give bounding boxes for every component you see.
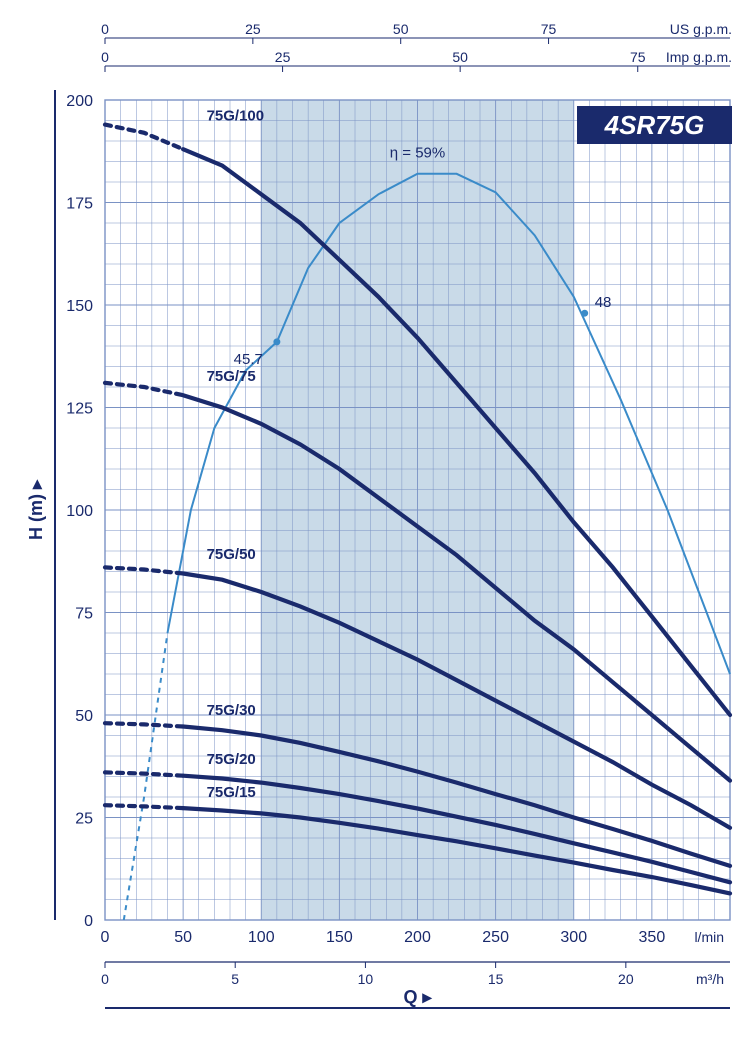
x-top-us-tick: 75 — [541, 21, 557, 37]
x-secondary-tick-label: 10 — [358, 971, 374, 987]
y-tick-label: 200 — [66, 93, 93, 110]
x-top-imp-tick: 25 — [275, 49, 291, 65]
y-axis-label: H (m) ▸ — [26, 479, 46, 540]
x-secondary-tick-label: 5 — [231, 971, 239, 987]
product-badge-label: 4SR75G — [604, 110, 705, 140]
x-top-imp-tick: 0 — [101, 49, 109, 65]
series-label: 75G/15 — [207, 784, 256, 801]
efficiency-marker-label: 48 — [595, 294, 612, 311]
x-secondary-unit: m³/h — [696, 971, 724, 987]
x-tick-label: 100 — [248, 929, 275, 946]
y-tick-label: 150 — [66, 298, 93, 315]
x-top-us-tick: 25 — [245, 21, 261, 37]
pump-curve-chart: 45.7 48 η = 59% 75G/100 75G/75 75G/50 75G/30 75… — [20, 20, 751, 1044]
series-label: 75G/50 — [207, 546, 256, 563]
series-label: 75G/100 — [207, 108, 265, 125]
x-top-us-tick: 0 — [101, 21, 109, 37]
y-tick-label: 100 — [66, 503, 93, 520]
y-tick-label: 50 — [75, 708, 93, 725]
x-tick-label: 300 — [560, 929, 587, 946]
series-label: 75G/20 — [207, 751, 256, 768]
x-axis-label: Q ▸ — [403, 987, 432, 1007]
x-tick-label: 200 — [404, 929, 431, 946]
grid — [105, 100, 730, 920]
efficiency-marker-label: 45.7 — [234, 351, 263, 368]
x-secondary-tick-label: 15 — [488, 971, 504, 987]
x-top-us-tick: 50 — [393, 21, 409, 37]
x-tick-label: 150 — [326, 929, 353, 946]
y-tick-label: 0 — [84, 913, 93, 930]
x-secondary-tick-label: 20 — [618, 971, 634, 987]
x-top-imp-tick: 50 — [452, 49, 468, 65]
efficiency-marker — [581, 310, 588, 317]
x-tick-label: 0 — [101, 929, 110, 946]
y-tick-label: 75 — [75, 606, 93, 623]
x-tick-label: 250 — [482, 929, 509, 946]
y-tick-label: 125 — [66, 401, 93, 418]
x-primary-unit: l/min — [694, 929, 724, 945]
x-tick-label: 350 — [639, 929, 666, 946]
efficiency-label: η = 59% — [390, 144, 445, 161]
y-tick-label: 25 — [75, 811, 93, 828]
x-top-imp-tick: 75 — [630, 49, 646, 65]
x-top-imp-unit: Imp g.p.m. — [666, 49, 732, 65]
x-secondary-tick-label: 0 — [101, 971, 109, 987]
series-label: 75G/75 — [207, 368, 256, 385]
x-top-us-unit: US g.p.m. — [670, 21, 732, 37]
x-tick-label: 50 — [174, 929, 192, 946]
y-tick-label: 175 — [66, 196, 93, 213]
efficiency-marker — [273, 338, 280, 345]
series-label: 75G/30 — [207, 702, 256, 719]
